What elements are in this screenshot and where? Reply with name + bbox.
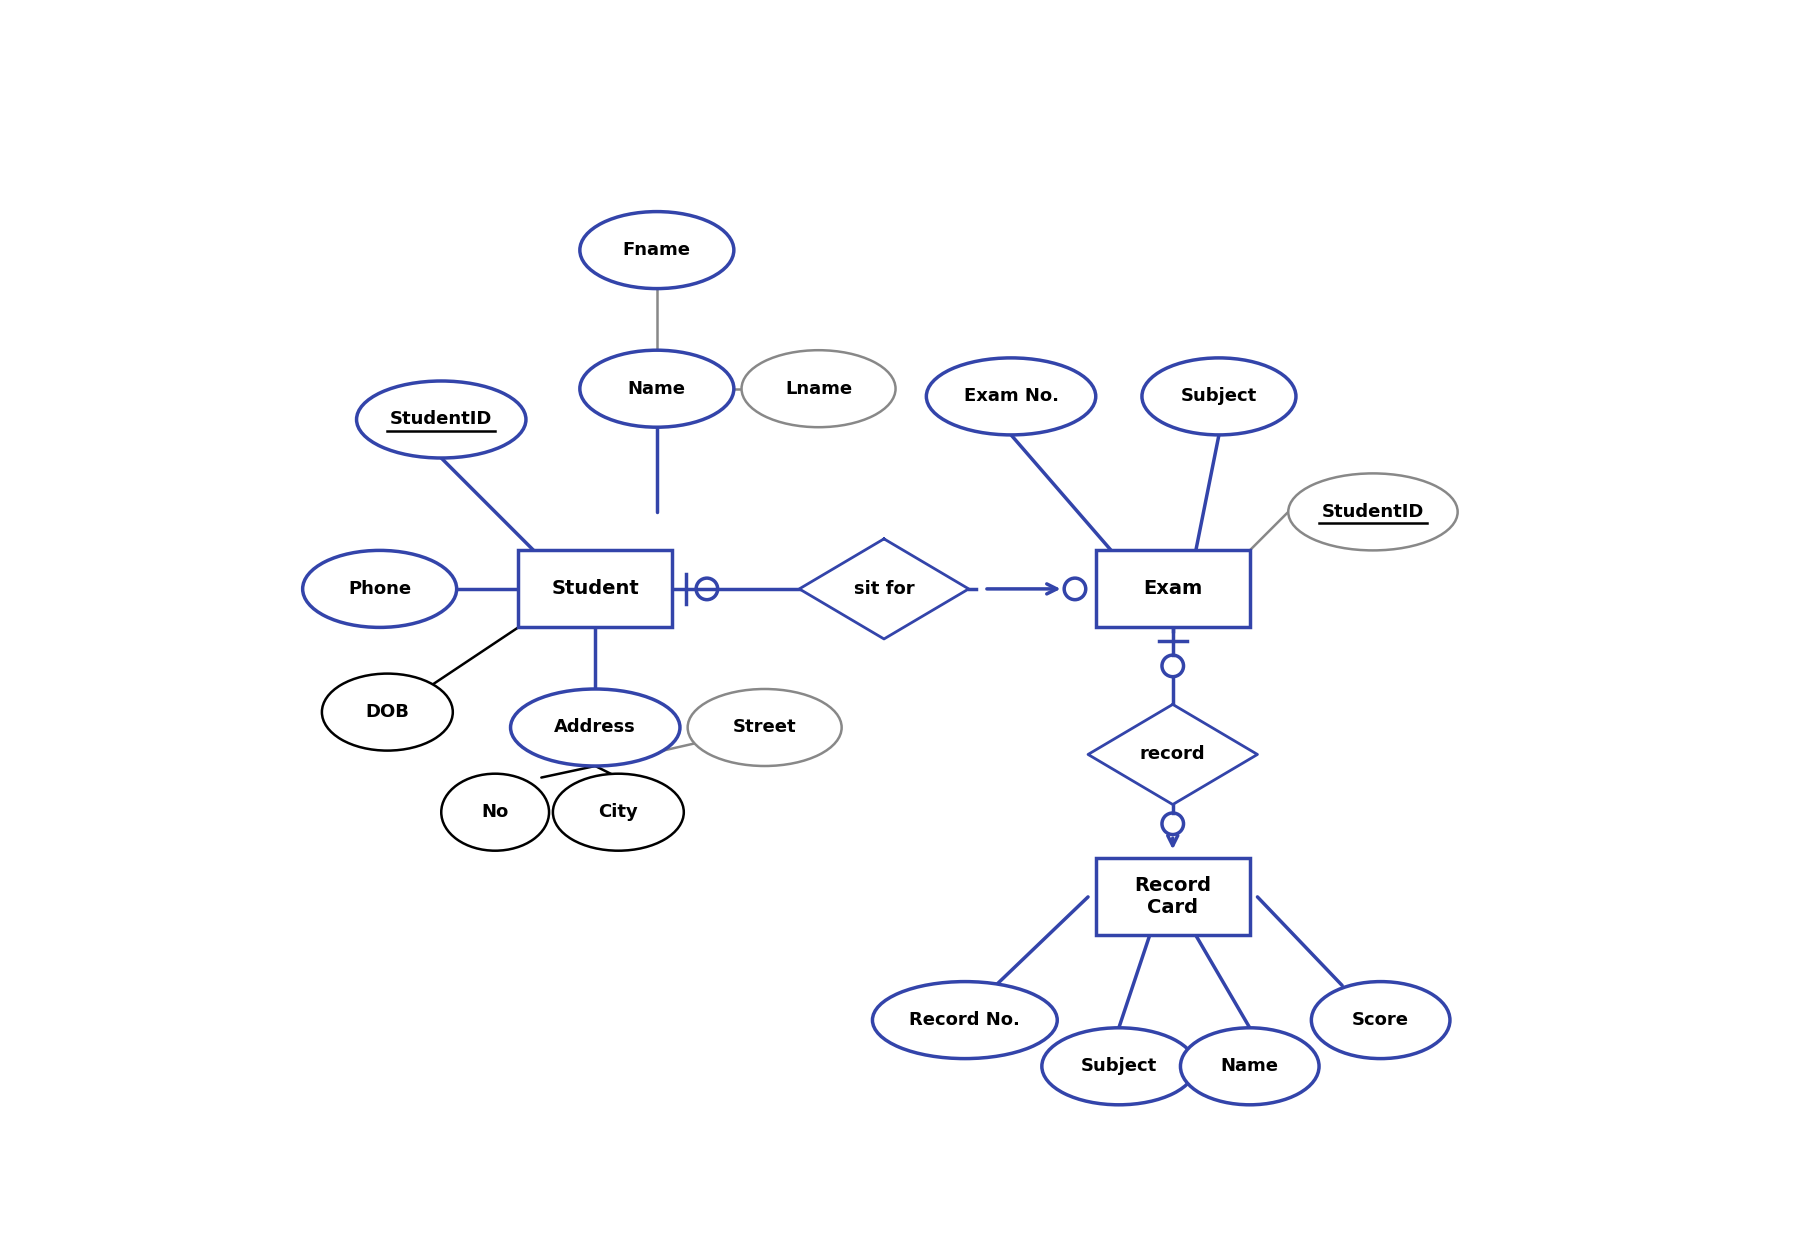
Text: Exam: Exam	[1143, 580, 1202, 599]
Text: Name: Name	[1220, 1058, 1278, 1075]
Text: City: City	[598, 804, 639, 821]
Ellipse shape	[873, 981, 1057, 1059]
Ellipse shape	[742, 350, 896, 428]
Text: Record No.: Record No.	[909, 1011, 1021, 1029]
Text: Subject: Subject	[1080, 1058, 1157, 1075]
Ellipse shape	[580, 350, 734, 428]
Ellipse shape	[356, 381, 526, 458]
Ellipse shape	[511, 689, 680, 766]
Text: Subject: Subject	[1181, 388, 1256, 405]
Ellipse shape	[322, 674, 454, 750]
Text: StudentID: StudentID	[1321, 503, 1424, 521]
Text: sit for: sit for	[853, 580, 914, 598]
Text: record: record	[1139, 745, 1206, 764]
Text: Fname: Fname	[623, 241, 691, 259]
Bar	[1096, 550, 1249, 628]
Polygon shape	[1087, 705, 1258, 805]
Polygon shape	[799, 539, 968, 639]
Text: Lname: Lname	[785, 380, 851, 398]
Text: Exam No.: Exam No.	[963, 388, 1058, 405]
Text: Street: Street	[733, 719, 796, 736]
Text: No: No	[482, 804, 509, 821]
Text: Score: Score	[1352, 1011, 1409, 1029]
Text: Name: Name	[628, 380, 686, 398]
Text: Record
Card: Record Card	[1134, 876, 1211, 918]
Ellipse shape	[1141, 357, 1296, 435]
Bar	[518, 550, 671, 628]
Ellipse shape	[1042, 1028, 1195, 1105]
Ellipse shape	[302, 550, 457, 628]
Text: Address: Address	[554, 719, 635, 736]
Ellipse shape	[580, 211, 734, 289]
Ellipse shape	[441, 774, 549, 851]
Ellipse shape	[1312, 981, 1451, 1059]
Bar	[1096, 859, 1249, 935]
Text: Student: Student	[551, 580, 639, 599]
Text: Phone: Phone	[347, 580, 410, 598]
Ellipse shape	[553, 774, 684, 851]
Ellipse shape	[1289, 474, 1458, 550]
Ellipse shape	[688, 689, 842, 766]
Text: StudentID: StudentID	[391, 410, 493, 429]
Text: DOB: DOB	[365, 703, 409, 721]
Ellipse shape	[1181, 1028, 1319, 1105]
Ellipse shape	[927, 357, 1096, 435]
